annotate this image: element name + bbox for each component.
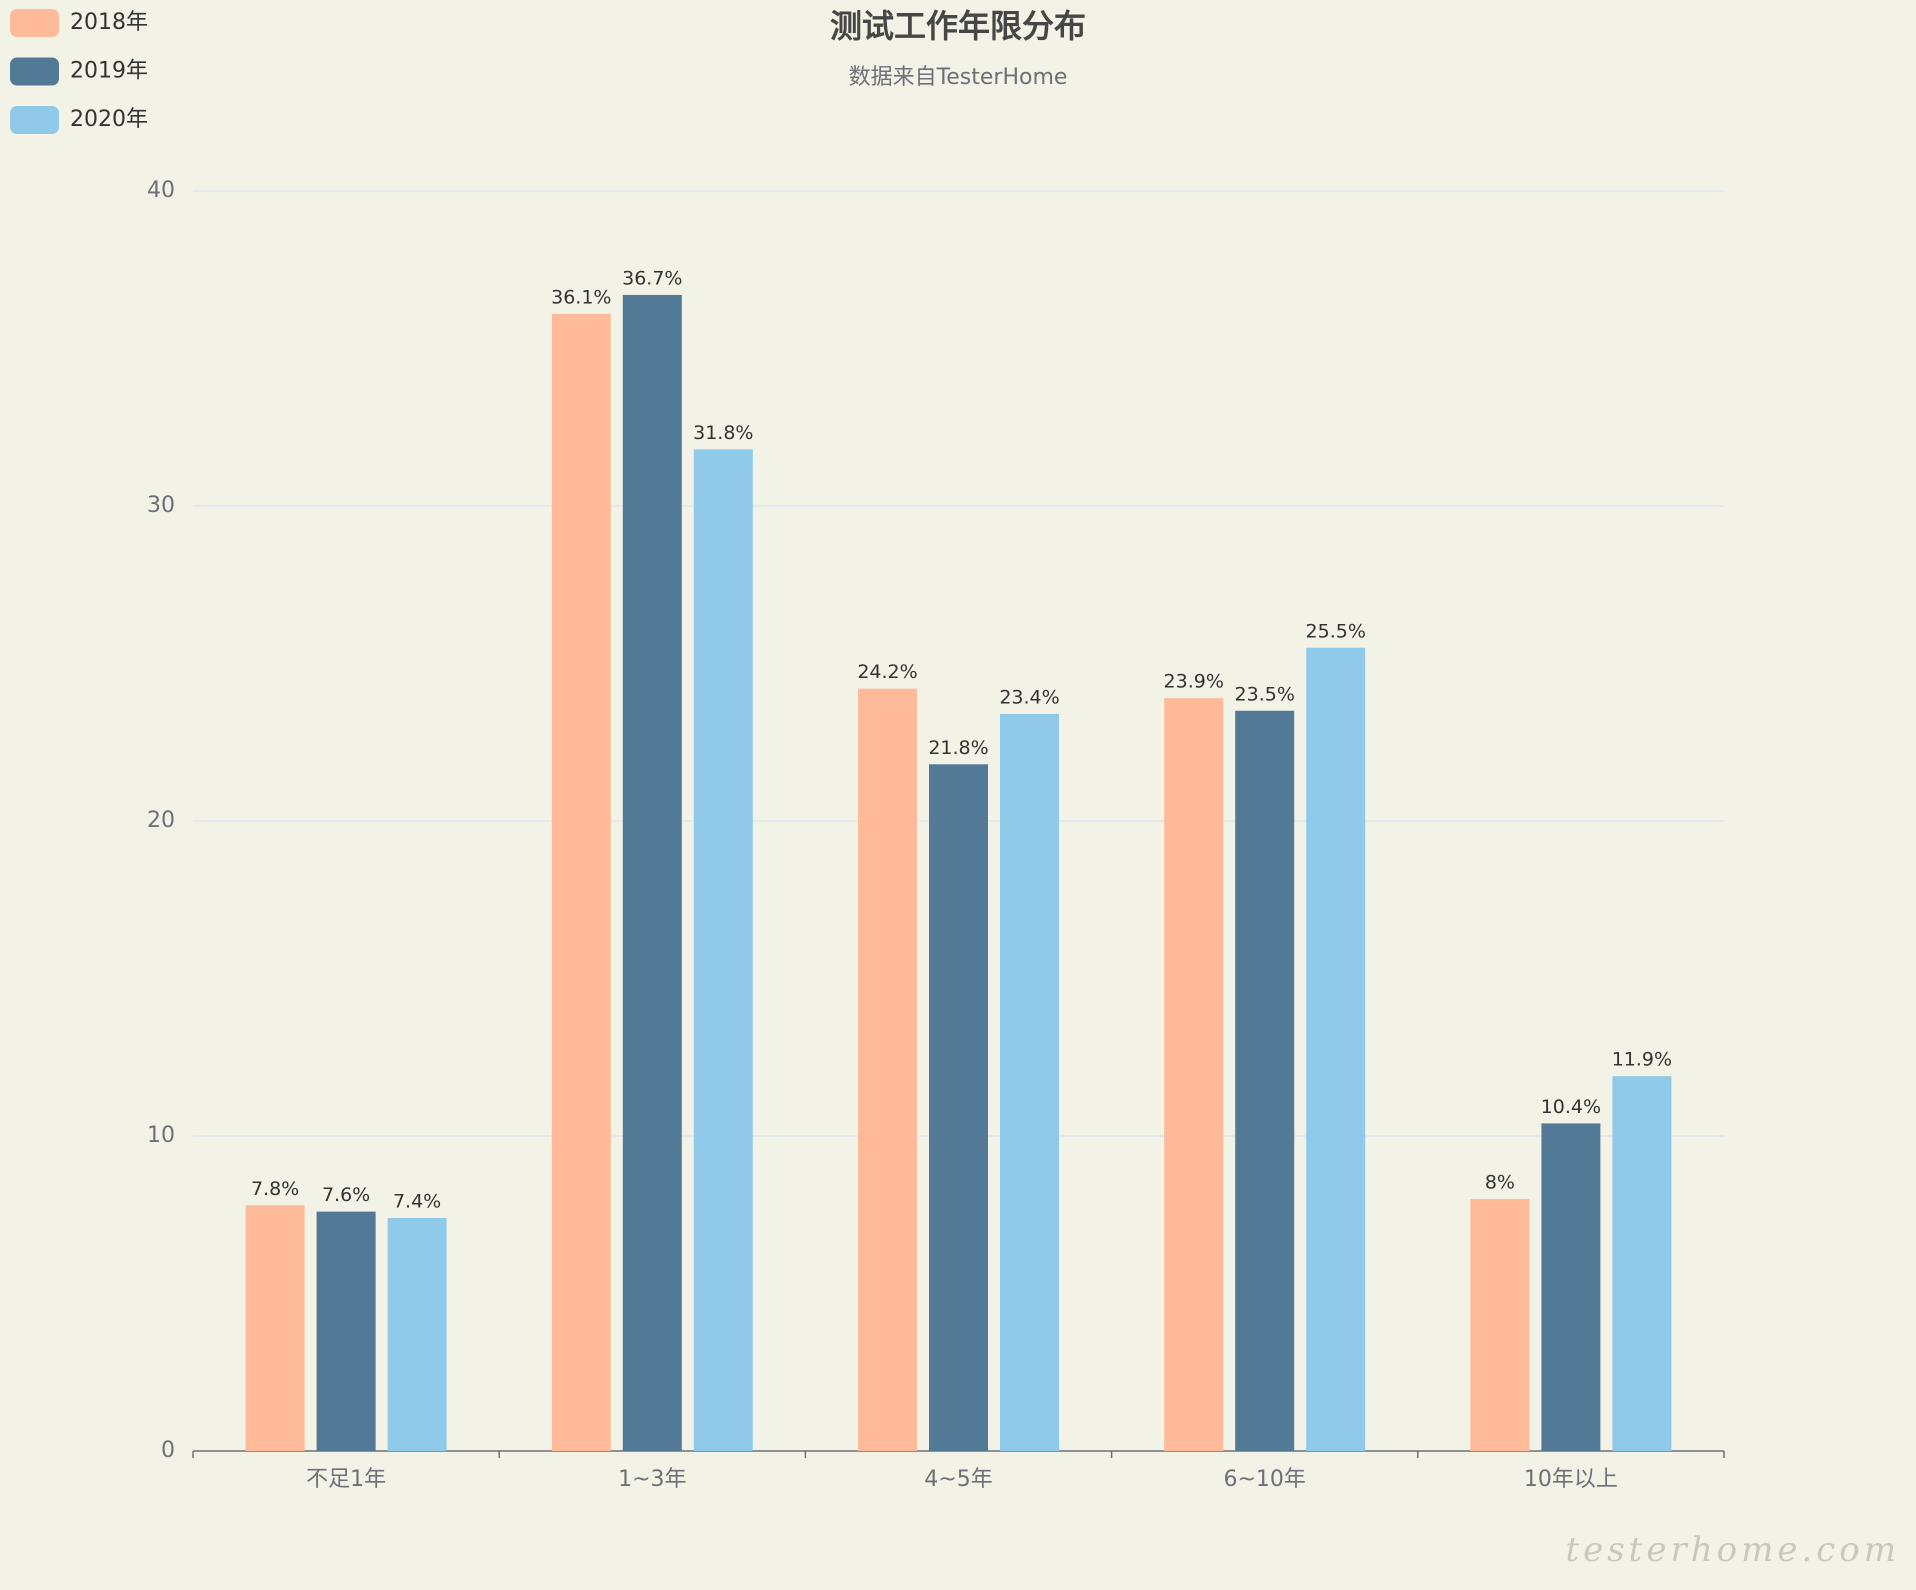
y-tick-label: 40 (147, 178, 175, 203)
bar (551, 313, 611, 1452)
y-tick-label: 30 (147, 493, 175, 518)
bar (387, 1217, 447, 1451)
legend-label: 2020年 (70, 107, 148, 132)
value-label: 8% (1485, 1172, 1515, 1194)
value-label: 11.9% (1612, 1049, 1672, 1071)
bar (929, 764, 988, 1451)
x-tick-label: 1~3年 (618, 1467, 686, 1492)
legend-swatch (10, 106, 59, 134)
bar (858, 688, 917, 1451)
value-label: 36.1% (551, 286, 611, 308)
chart-title: 测试工作年限分布 (830, 7, 1086, 45)
bar (1470, 1199, 1530, 1451)
value-label: 23.5% (1235, 683, 1295, 705)
bar (1612, 1076, 1672, 1451)
x-tick-label: 10年以上 (1524, 1467, 1618, 1492)
legend-label: 2019年 (70, 59, 148, 84)
bar (1000, 713, 1059, 1451)
y-tick-label: 20 (147, 808, 175, 833)
bar (622, 294, 682, 1452)
y-tick-label: 10 (147, 1123, 175, 1148)
value-label: 7.8% (251, 1178, 299, 1200)
value-label: 23.4% (999, 686, 1059, 708)
value-label: 25.5% (1306, 620, 1366, 642)
bar (693, 449, 753, 1451)
legend-swatch (10, 9, 59, 37)
bar (1306, 647, 1366, 1451)
value-label: 23.9% (1164, 671, 1224, 693)
value-label: 31.8% (693, 422, 753, 444)
bar (1541, 1123, 1601, 1451)
x-tick-label: 不足1年 (306, 1467, 386, 1492)
value-label: 21.8% (928, 737, 988, 759)
x-tick-label: 6~10年 (1223, 1467, 1305, 1492)
legend-swatch (10, 57, 59, 86)
value-label: 24.2% (857, 661, 917, 683)
bar (1235, 710, 1295, 1451)
chart-subtitle: 数据来自TesterHome (849, 65, 1068, 90)
watermark: testerhome.com (1565, 1530, 1900, 1570)
bar (1164, 698, 1224, 1451)
x-tick-label: 4~5年 (924, 1467, 992, 1492)
value-label: 10.4% (1541, 1096, 1601, 1118)
legend-label: 2018年 (70, 10, 148, 35)
y-tick-label: 0 (161, 1438, 175, 1463)
bar (316, 1211, 376, 1451)
value-label: 7.4% (393, 1190, 441, 1212)
value-label: 36.7% (622, 267, 682, 289)
bar (245, 1205, 305, 1451)
value-label: 7.6% (322, 1184, 370, 1206)
